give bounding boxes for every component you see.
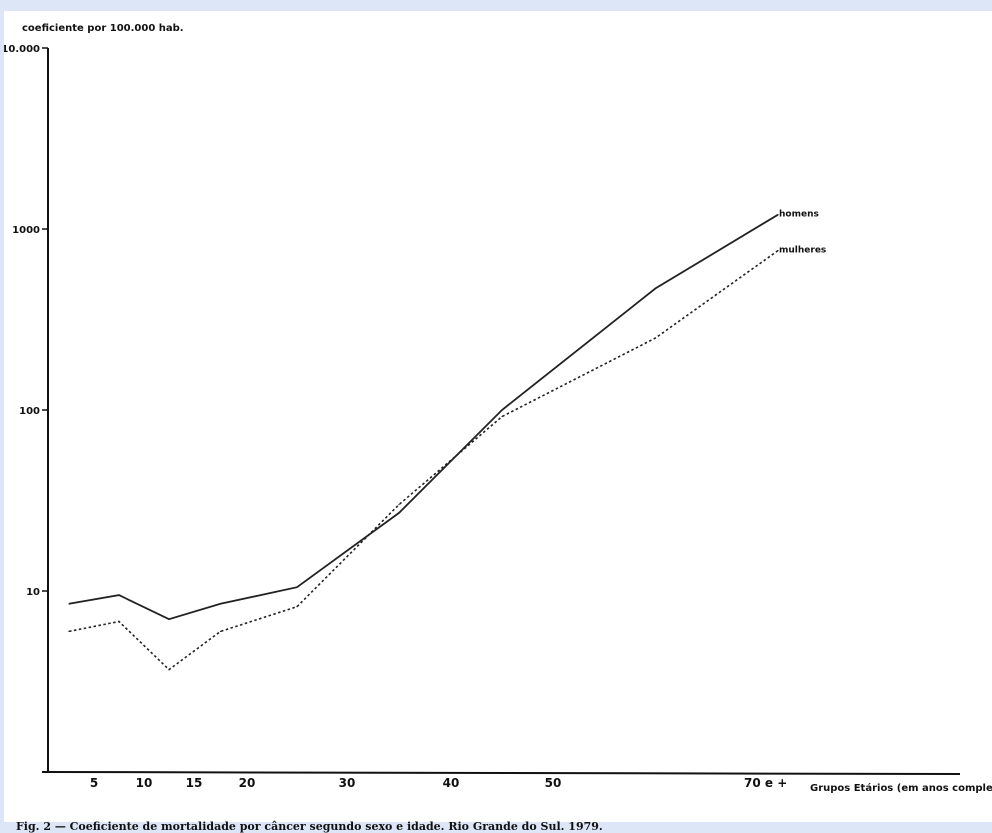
x-ticks: 5 10 15 20 30 40 50 70 e +	[90, 776, 787, 790]
data-point	[68, 630, 70, 632]
data-point	[219, 603, 222, 605]
series-label-homens: homens	[779, 210, 819, 220]
figure-paper: coeficiente por 100.000 hab. Grupos Etár…	[4, 11, 992, 833]
data-point	[168, 618, 170, 620]
x-tick-label: 40	[443, 776, 460, 790]
data-point	[501, 415, 503, 418]
data-point	[219, 630, 222, 632]
series-lines	[68, 213, 779, 671]
x-tick-label: 5	[90, 776, 98, 790]
data-point	[68, 603, 70, 605]
series-line-homens	[68, 213, 779, 621]
x-axis-line	[41, 771, 961, 775]
x-tick-label: 30	[339, 776, 356, 790]
series-labels: homens mulheres	[779, 210, 826, 256]
x-tick-label: 50	[545, 776, 562, 790]
x-tick-label: 70 e +	[744, 776, 787, 790]
data-point	[118, 620, 120, 623]
y-tick-label: 10.000	[4, 44, 40, 55]
data-point	[296, 606, 298, 608]
data-point	[398, 504, 400, 506]
x-tick-label: 15	[186, 776, 203, 790]
x-axis-title: Grupos Etários (em anos completos)	[810, 782, 992, 794]
y-tick-label: 10	[26, 587, 40, 598]
x-tick-label: 20	[239, 776, 256, 790]
y-ticks: 10.000 1000 100 10	[4, 44, 48, 598]
data-point	[501, 409, 503, 411]
data-point	[398, 512, 400, 514]
data-point	[118, 594, 120, 596]
series-label-mulheres: mulheres	[779, 246, 826, 256]
y-tick-label: 100	[19, 406, 40, 417]
data-point	[168, 668, 170, 671]
series-line-mulheres	[68, 249, 779, 671]
data-point	[654, 287, 657, 289]
data-point	[777, 249, 779, 252]
line-chart: coeficiente por 100.000 hab. Grupos Etár…	[4, 23, 992, 794]
data-point	[777, 214, 779, 216]
y-tick-label: 1000	[12, 225, 40, 236]
y-axis-title: coeficiente por 100.000 hab.	[22, 23, 184, 34]
data-point	[654, 337, 657, 339]
x-tick-label: 10	[136, 776, 153, 790]
data-point	[296, 586, 298, 588]
